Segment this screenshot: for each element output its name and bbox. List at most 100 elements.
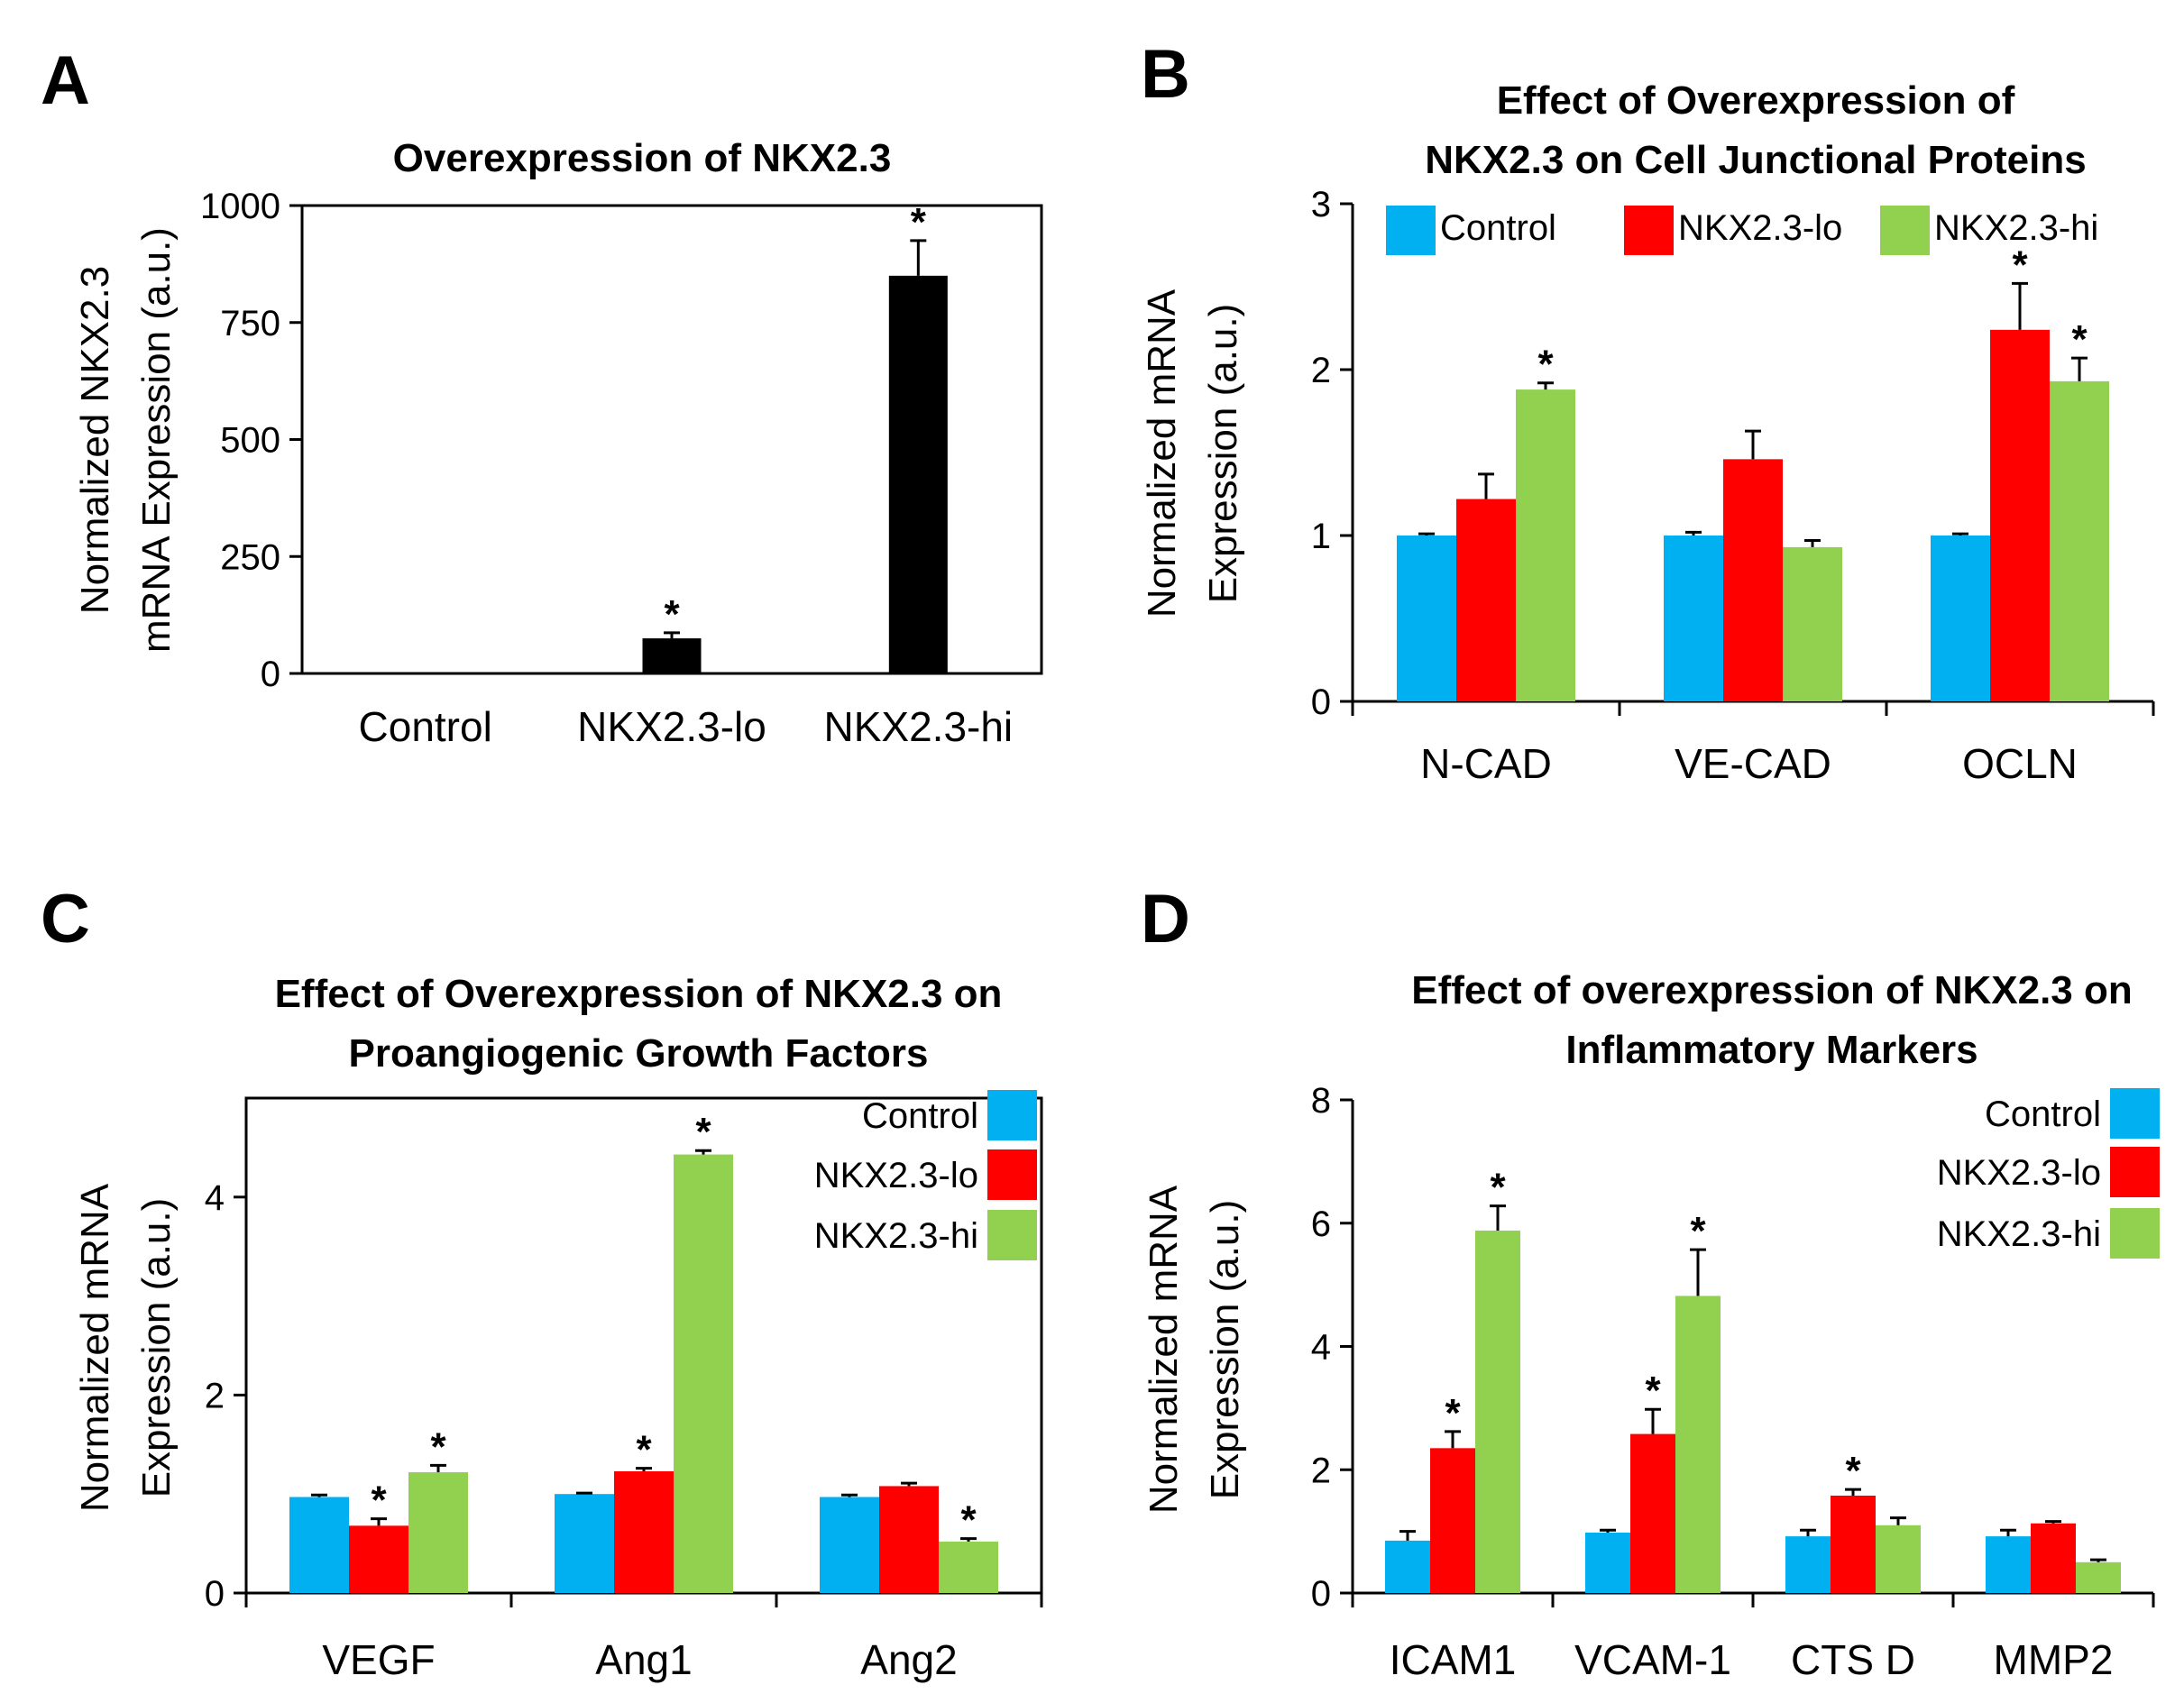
chart-b-legend-swatch [1386, 206, 1436, 255]
chart-b-bar-nkx2-3-lo [1456, 499, 1516, 701]
chart-b-bar-control [1931, 536, 1990, 701]
chart-d-legend-swatch [2110, 1208, 2160, 1259]
chart-d-legend-label: NKX2.3-hi [1937, 1214, 2101, 1254]
chart-a-bar-nkx2-3 [642, 638, 702, 673]
chart-d-xcat-label: VCAM-1 [1574, 1636, 1731, 1683]
chart-d-ytick-label: 4 [1311, 1328, 1331, 1368]
chart-d-bar-control [1585, 1532, 1630, 1593]
chart-c-bar-control [555, 1494, 614, 1593]
chart-b-title-line-2: NKX2.3 on Cell Junctional Proteins [1425, 138, 2086, 182]
panel-letter-a: A [41, 42, 90, 119]
panel-letter-d: D [1141, 881, 1190, 957]
chart-d-significance-marker: * [1690, 1209, 1706, 1253]
chart-c-ylabel-line-2: Expression (a.u.) [134, 1198, 179, 1498]
chart-d-ytick-label: 0 [1311, 1574, 1331, 1614]
chart-c-xcat-label: Ang2 [860, 1636, 957, 1683]
chart-b-legend-swatch [1880, 206, 1930, 255]
chart-d-bar-control [1785, 1536, 1831, 1593]
chart-b-legend-swatch [1624, 206, 1674, 255]
chart-b-ylabel-line-1: Normalized mRNA [1140, 288, 1184, 618]
chart-c-xcat-label: VEGF [322, 1636, 435, 1683]
chart-c-ytick-label: 4 [205, 1178, 225, 1218]
chart-c-bar-nkx2-3-hi [408, 1472, 468, 1593]
chart-d-legend-label: NKX2.3-lo [1937, 1153, 2101, 1193]
chart-b-ytick-label: 2 [1311, 351, 1331, 390]
chart-d-significance-marker: * [1490, 1166, 1506, 1210]
chart-a-xcat-label: NKX2.3-lo [577, 703, 766, 750]
chart-d-ylabel-line-1: Normalized mRNA [1142, 1185, 1186, 1514]
chart-d-bar-nkx2-3-lo [1430, 1448, 1475, 1593]
chart-b-ylabel-line-2: Expression (a.u.) [1201, 304, 1245, 604]
chart-a-title-line-1: Overexpression of NKX2.3 [393, 136, 892, 180]
chart-b-title-line-1: Effect of Overexpression of [1497, 78, 2015, 123]
chart-c-ylabel-line-1: Normalized mRNA [73, 1183, 117, 1512]
chart-b-xcat-label: N-CAD [1420, 740, 1552, 787]
chart-d-significance-marker: * [1845, 1449, 1861, 1493]
chart-a-ytick-label: 0 [261, 655, 280, 694]
chart-a-xcat-label: Control [359, 703, 492, 750]
chart-c-bar-nkx2-3-hi [939, 1541, 998, 1593]
chart-d-bar-nkx2-3-hi [1675, 1296, 1721, 1593]
chart-c-bar-nkx2-3-lo [879, 1486, 939, 1593]
chart-c-ytick-label: 0 [205, 1574, 225, 1614]
chart-b-legend: Control NKX2.3-lo NKX2.3-hi [1386, 206, 2098, 255]
panel-letter-b: B [1141, 36, 1190, 113]
chart-a-significance-marker: * [664, 592, 680, 636]
chart-a-ylabel-line-2: mRNA Expression (a.u.) [134, 227, 179, 653]
chart-b-significance-marker: * [2071, 317, 2088, 362]
chart-a-ytick-label: 500 [220, 421, 280, 461]
chart-b-bar-control [1664, 536, 1723, 701]
chart-c-legend: Control NKX2.3-lo NKX2.3-hi [814, 1090, 1037, 1260]
chart-b-bar-nkx2-3-hi [1783, 546, 1842, 701]
chart-d-bar-nkx2-3-lo [2031, 1523, 2076, 1593]
chart-c-bar-control [820, 1497, 879, 1593]
chart-c-title-line-1: Effect of Overexpression of NKX2.3 on [275, 972, 1003, 1016]
chart-b-legend-label: NKX2.3-lo [1678, 208, 1842, 248]
chart-c-legend-swatch [987, 1149, 1037, 1200]
chart-b-xcat-label: OCLN [1962, 740, 2078, 787]
chart-d-ytick-label: 2 [1311, 1451, 1331, 1490]
chart-b-bar-nkx2-3-hi [2050, 380, 2109, 701]
chart-d-ytick-label: 8 [1311, 1081, 1331, 1121]
chart-b-legend-label: Control [1440, 208, 1556, 248]
chart-a-significance-marker: * [911, 200, 927, 244]
chart-c-bar-nkx2-3-hi [674, 1154, 733, 1593]
chart-d-bar-nkx2-3-lo [1831, 1495, 1876, 1593]
chart-d-title-line-1: Effect of overexpression of NKX2.3 on [1411, 968, 2133, 1012]
chart-b-significance-marker: * [2012, 243, 2028, 287]
chart-c-legend-label: NKX2.3-hi [814, 1216, 978, 1256]
chart-c-legend-swatch [987, 1210, 1037, 1260]
chart-a-ytick-label: 1000 [200, 187, 280, 226]
chart-b-bar-nkx2-3-lo [1990, 329, 2050, 701]
chart-d-bar-nkx2-3-hi [1475, 1230, 1520, 1593]
chart-d-legend: Control NKX2.3-lo NKX2.3-hi [1937, 1088, 2160, 1259]
chart-b-bar-nkx2-3-hi [1516, 389, 1575, 701]
chart-d-bar-nkx2-3-lo [1630, 1433, 1675, 1593]
chart-panel-c: Effect of Overexpression of NKX2.3 on Pro… [73, 972, 1043, 1683]
chart-b-legend-label: NKX2.3-hi [1934, 208, 2098, 248]
chart-a-ylabel-line-1: Normalized NKX2.3 [73, 266, 117, 614]
chart-d-ytick-label: 6 [1311, 1204, 1331, 1244]
chart-c-legend-swatch [987, 1090, 1037, 1140]
chart-d-xcat-label: ICAM1 [1390, 1636, 1517, 1683]
chart-b-bar-nkx2-3-lo [1723, 459, 1783, 701]
chart-c-title-line-2: Proangiogenic Growth Factors [349, 1031, 929, 1076]
chart-b-ytick-label: 3 [1311, 185, 1331, 224]
panel-letter-c: C [41, 881, 90, 957]
chart-b-bar-control [1397, 536, 1456, 701]
chart-c-ytick-label: 2 [205, 1376, 225, 1415]
chart-d-ylabel-line-2: Expression (a.u.) [1203, 1200, 1247, 1500]
chart-c-significance-marker: * [960, 1498, 977, 1543]
chart-a-ytick-label: 750 [220, 304, 280, 343]
chart-b-ytick-label: 0 [1311, 682, 1331, 722]
chart-d-bar-control [1986, 1536, 2031, 1593]
chart-panel-d: Effect of overexpression of NKX2.3 on Inf… [1142, 968, 2160, 1683]
chart-c-significance-marker: * [430, 1424, 446, 1469]
chart-d-xcat-label: MMP2 [1994, 1636, 2114, 1683]
chart-c-bar-control [289, 1497, 349, 1593]
chart-d-xcat-label: CTS D [1791, 1636, 1915, 1683]
chart-c-legend-label: Control [862, 1096, 978, 1136]
chart-c-significance-marker: * [636, 1428, 652, 1472]
chart-panel-a: Overexpression of NKX2.3 Normalized NKX2.… [73, 136, 1043, 750]
